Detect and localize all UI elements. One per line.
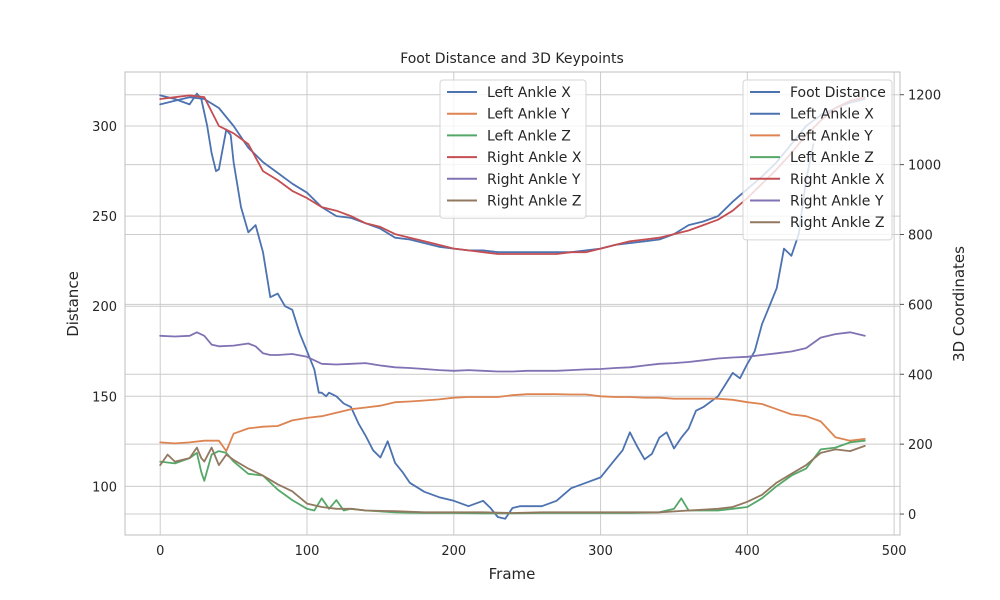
x-tick-label: 100 [295,544,320,559]
x-axis-label: Frame [489,565,536,583]
legend-entry: Left Ankle Z [487,128,571,144]
legend-entry: Left Ankle Y [790,128,873,144]
series-left-ankle-y [159,393,866,453]
y-tick-label: 250 [92,210,117,225]
y-tick-label: 300 [92,120,117,135]
y2-tick-label: 1000 [908,159,941,174]
x-tick-label: 400 [735,544,760,559]
y-tick-label: 100 [92,480,117,495]
legend-entry: Left Ankle X [487,85,571,101]
x-tick-label: 300 [588,544,613,559]
legend-entry: Right Ankle Z [487,194,581,210]
y2-tick-label: 200 [908,438,933,453]
y-tick-label: 200 [92,300,117,315]
chart-title: Foot Distance and 3D Keypoints [400,51,624,67]
legend-box-right [742,79,893,241]
x-tick-label: 200 [441,544,466,559]
legend-entry: Right Ankle Y [790,194,884,210]
series-foot-distance [159,92,815,520]
x-tick-label: 0 [156,544,164,559]
series-right-ankle-z [159,444,866,514]
tick-layer: 0 100 200 300 400 500 100 150 200 250 300 0 200 400 60… [92,89,941,559]
y2-tick-label: 400 [908,368,933,383]
legend-entry: Right Ankle Z [790,215,884,231]
y-tick-label: 150 [92,390,117,405]
y2-tick-label: 800 [908,228,933,243]
y2-axis-label: 3D Coordinates [950,246,968,362]
legend-entry: Foot Distance [790,85,886,101]
y2-tick-label: 0 [908,508,916,523]
x-tick-label: 500 [882,544,907,559]
legend-entry: Left Ankle X [790,107,874,123]
legend-entry: Left Ankle Z [790,150,874,166]
legend-entry: Right Ankle X [487,150,582,166]
legend-entry: Right Ankle Y [487,172,581,188]
plot-frame [124,71,901,536]
y2-tick-label: 600 [908,298,933,313]
legend-entry: Left Ankle Y [487,107,570,123]
legend-layer: Left Ankle X Left Ankle Y Left Ankle Z Righ… [439,79,893,241]
legend-entry: Right Ankle X [790,172,885,188]
y2-tick-label: 1200 [908,89,941,104]
series-right-ankle-y [159,331,866,373]
y-axis-label: Distance [64,271,82,337]
